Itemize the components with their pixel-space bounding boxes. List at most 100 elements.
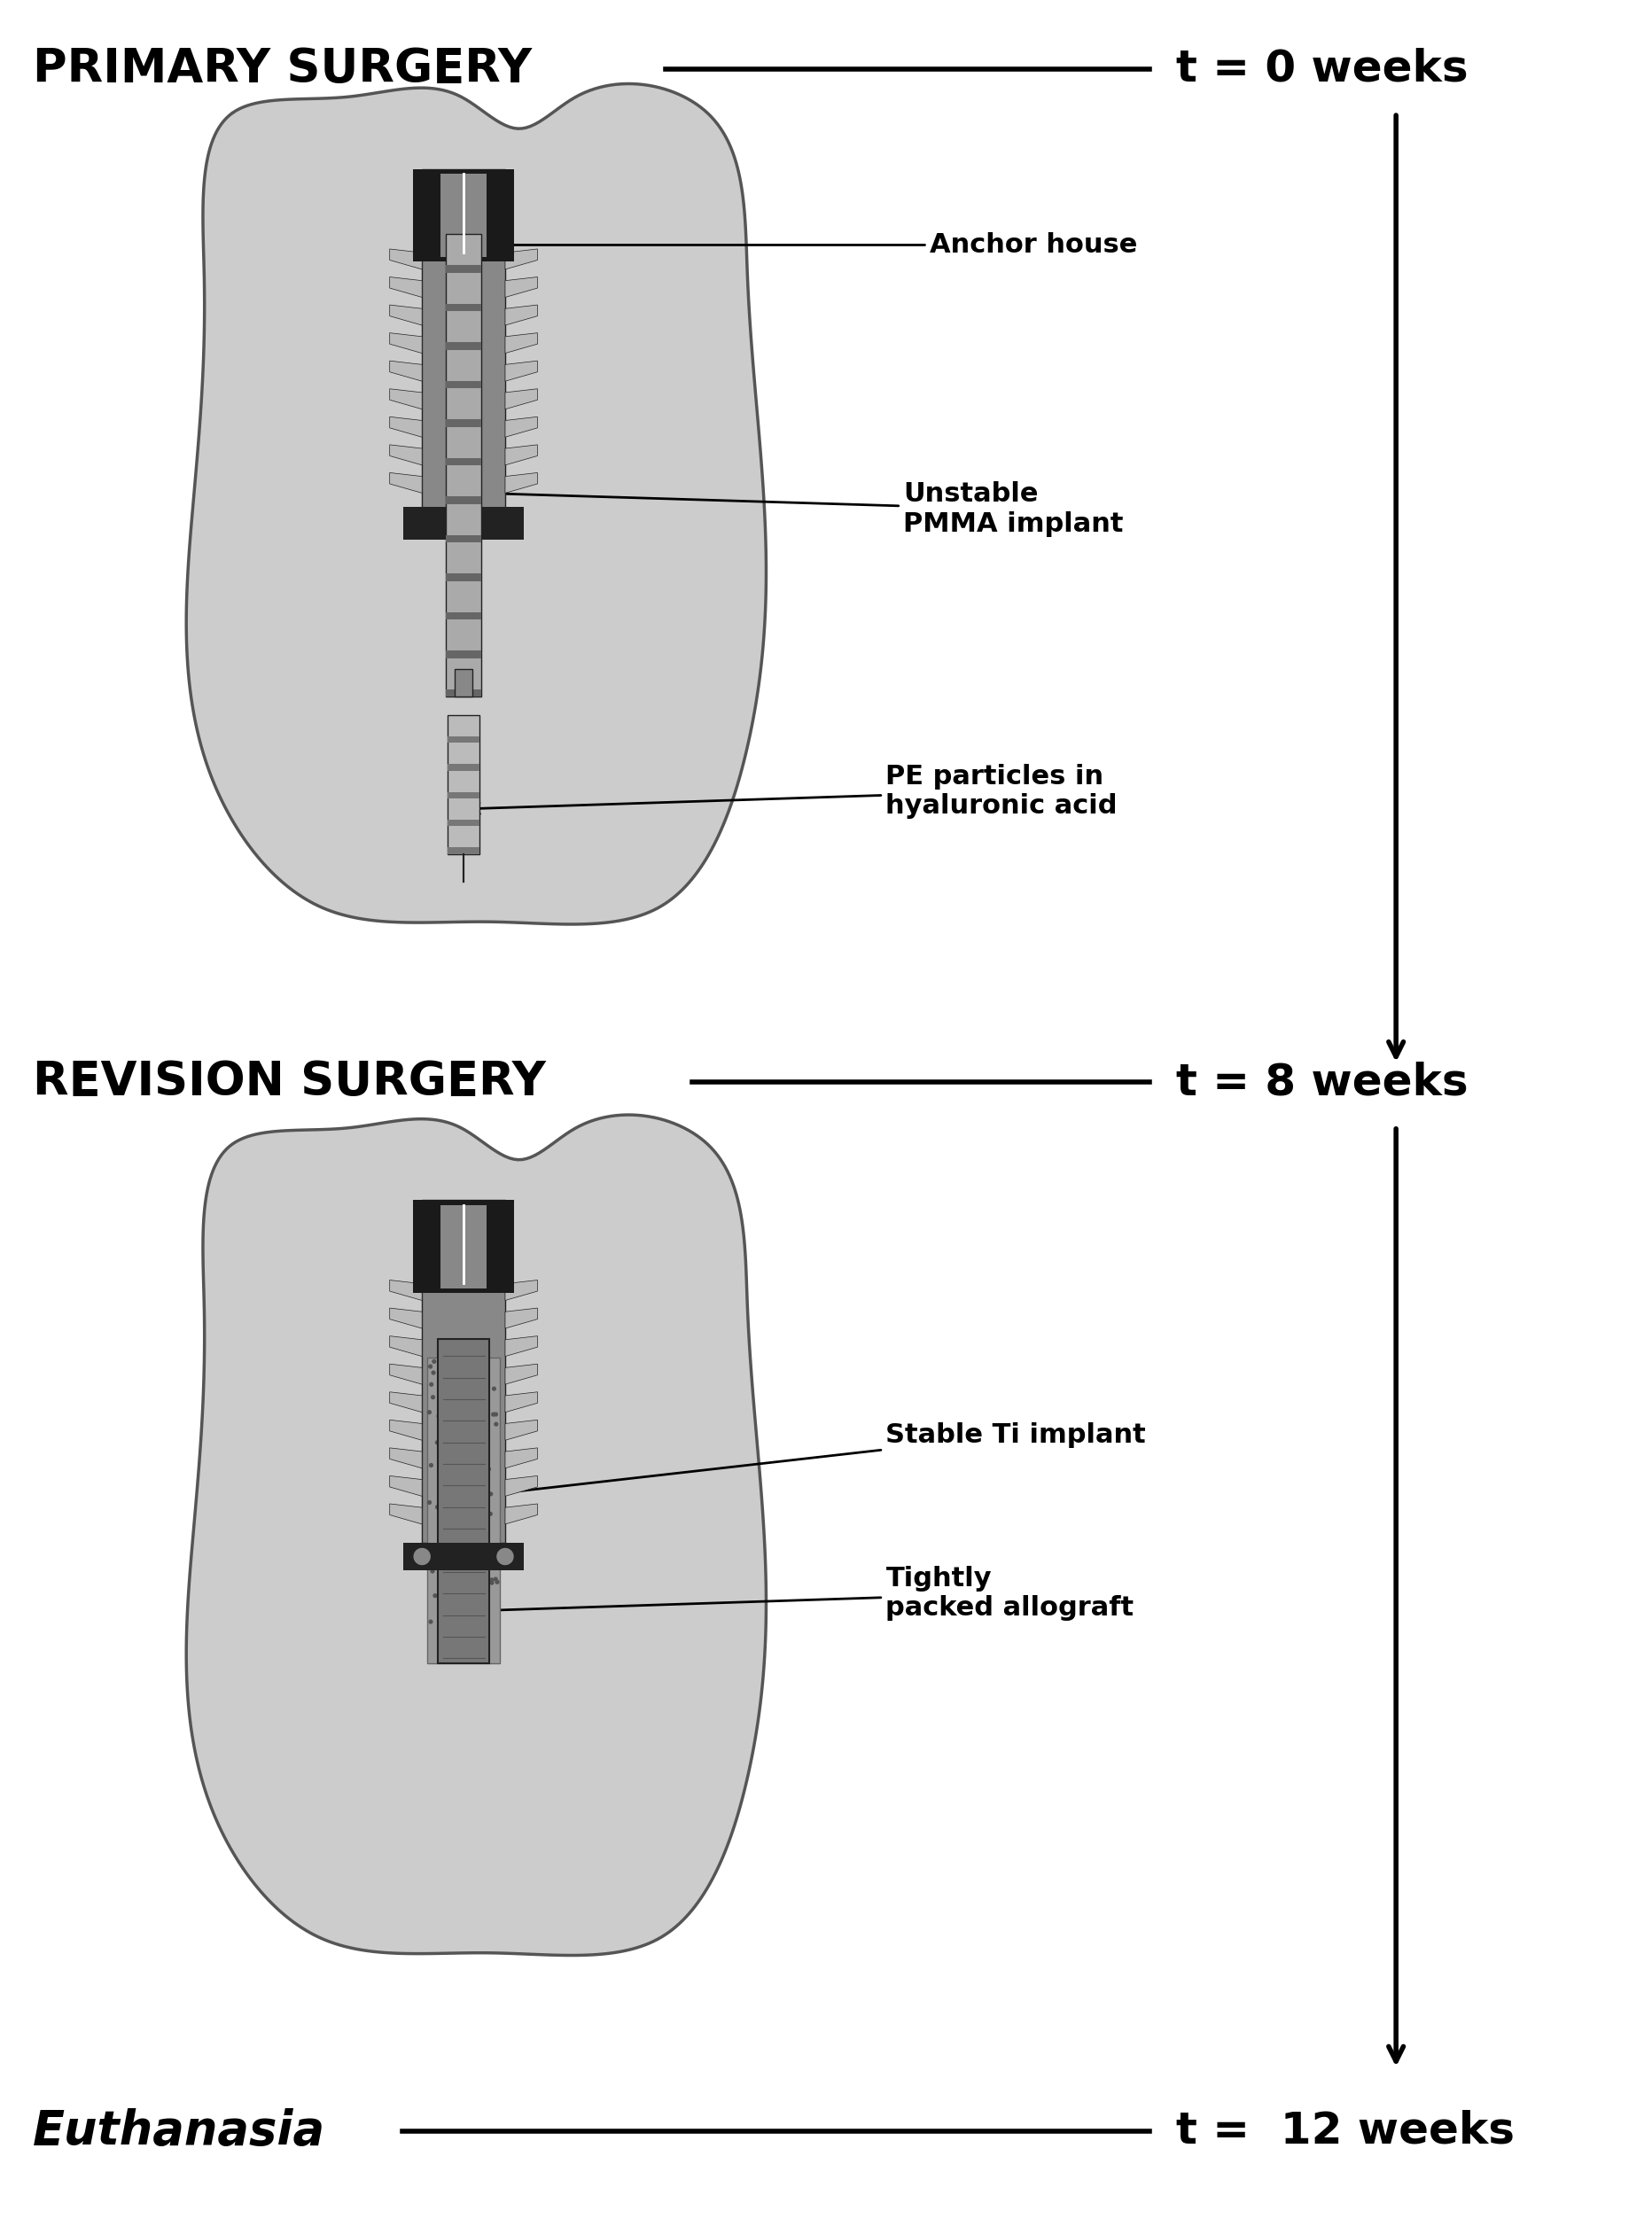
Circle shape <box>448 1622 453 1626</box>
Circle shape <box>453 1369 458 1374</box>
Bar <box>446 420 481 427</box>
Polygon shape <box>390 277 421 297</box>
Polygon shape <box>390 1336 421 1356</box>
Circle shape <box>451 1617 456 1622</box>
Bar <box>454 668 472 697</box>
Circle shape <box>464 1597 469 1602</box>
Bar <box>446 342 481 351</box>
Polygon shape <box>390 474 421 494</box>
Text: Anchor house: Anchor house <box>425 232 1138 257</box>
Circle shape <box>463 1443 468 1448</box>
Circle shape <box>456 1586 461 1591</box>
Circle shape <box>448 1497 453 1501</box>
Circle shape <box>431 1358 436 1363</box>
Polygon shape <box>390 1448 421 1468</box>
Circle shape <box>446 1604 451 1608</box>
Polygon shape <box>390 1477 421 1497</box>
Circle shape <box>443 1436 448 1441</box>
Circle shape <box>436 1506 441 1510</box>
Polygon shape <box>390 389 421 409</box>
Polygon shape <box>390 333 421 353</box>
FancyBboxPatch shape <box>446 235 481 697</box>
Circle shape <box>433 1593 438 1597</box>
Polygon shape <box>506 304 537 326</box>
Text: Unstable
PMMA implant: Unstable PMMA implant <box>443 483 1123 536</box>
Circle shape <box>449 1633 454 1638</box>
Circle shape <box>468 1441 472 1445</box>
Polygon shape <box>506 445 537 465</box>
Polygon shape <box>506 1448 537 1468</box>
FancyBboxPatch shape <box>441 174 487 257</box>
Circle shape <box>482 1595 487 1602</box>
FancyBboxPatch shape <box>438 1338 489 1662</box>
Circle shape <box>469 1611 474 1615</box>
Text: REVISION SURGERY: REVISION SURGERY <box>33 1059 545 1106</box>
FancyBboxPatch shape <box>403 1544 524 1571</box>
Text: Euthanasia: Euthanasia <box>33 2109 325 2154</box>
Circle shape <box>481 1629 484 1633</box>
Polygon shape <box>390 1421 421 1441</box>
Bar <box>446 304 481 311</box>
Circle shape <box>484 1546 489 1550</box>
Polygon shape <box>506 1477 537 1497</box>
Polygon shape <box>506 1280 537 1300</box>
Circle shape <box>428 1620 433 1624</box>
Text: t = 8 weeks: t = 8 weeks <box>1176 1061 1469 1104</box>
Text: t = 0 weeks: t = 0 weeks <box>1176 47 1469 89</box>
Circle shape <box>489 1577 494 1582</box>
Polygon shape <box>506 1365 537 1385</box>
Bar <box>448 791 479 798</box>
Circle shape <box>479 1486 484 1490</box>
Text: PE particles in
hyaluronic acid: PE particles in hyaluronic acid <box>469 764 1117 820</box>
Bar <box>446 496 481 505</box>
Circle shape <box>434 1441 439 1445</box>
Circle shape <box>456 1566 461 1571</box>
Text: Stable Ti implant: Stable Ti implant <box>477 1421 1146 1499</box>
Circle shape <box>484 1588 489 1593</box>
FancyBboxPatch shape <box>413 170 514 261</box>
Circle shape <box>494 1577 497 1582</box>
Circle shape <box>434 1550 439 1557</box>
Circle shape <box>496 1548 514 1566</box>
Circle shape <box>430 1383 433 1387</box>
Circle shape <box>453 1363 456 1367</box>
Bar <box>448 764 479 771</box>
Circle shape <box>444 1454 449 1459</box>
FancyBboxPatch shape <box>421 1200 506 1544</box>
Circle shape <box>430 1568 434 1573</box>
Circle shape <box>458 1419 463 1423</box>
Circle shape <box>474 1521 479 1526</box>
Text: t =  12 weeks: t = 12 weeks <box>1176 2109 1515 2151</box>
Circle shape <box>469 1602 474 1606</box>
Polygon shape <box>390 1503 421 1524</box>
Circle shape <box>496 1579 499 1584</box>
Circle shape <box>487 1512 492 1517</box>
Bar <box>446 534 481 543</box>
Bar <box>446 266 481 273</box>
Circle shape <box>439 1597 444 1602</box>
Polygon shape <box>390 418 421 438</box>
Circle shape <box>426 1410 431 1414</box>
Circle shape <box>471 1394 476 1398</box>
Polygon shape <box>390 304 421 326</box>
Circle shape <box>477 1474 482 1479</box>
Circle shape <box>489 1492 492 1497</box>
Circle shape <box>491 1412 496 1416</box>
Circle shape <box>461 1562 466 1566</box>
Circle shape <box>434 1506 439 1510</box>
Circle shape <box>454 1428 459 1432</box>
Polygon shape <box>506 333 537 353</box>
Polygon shape <box>390 1309 421 1329</box>
Circle shape <box>481 1506 484 1510</box>
Circle shape <box>481 1593 484 1597</box>
Circle shape <box>468 1638 472 1642</box>
Circle shape <box>494 1421 499 1428</box>
Bar <box>448 847 479 853</box>
Circle shape <box>454 1571 458 1575</box>
Circle shape <box>443 1629 448 1633</box>
Circle shape <box>469 1503 474 1508</box>
Circle shape <box>492 1555 497 1559</box>
Polygon shape <box>506 277 537 297</box>
Circle shape <box>482 1385 487 1392</box>
Polygon shape <box>506 1336 537 1356</box>
